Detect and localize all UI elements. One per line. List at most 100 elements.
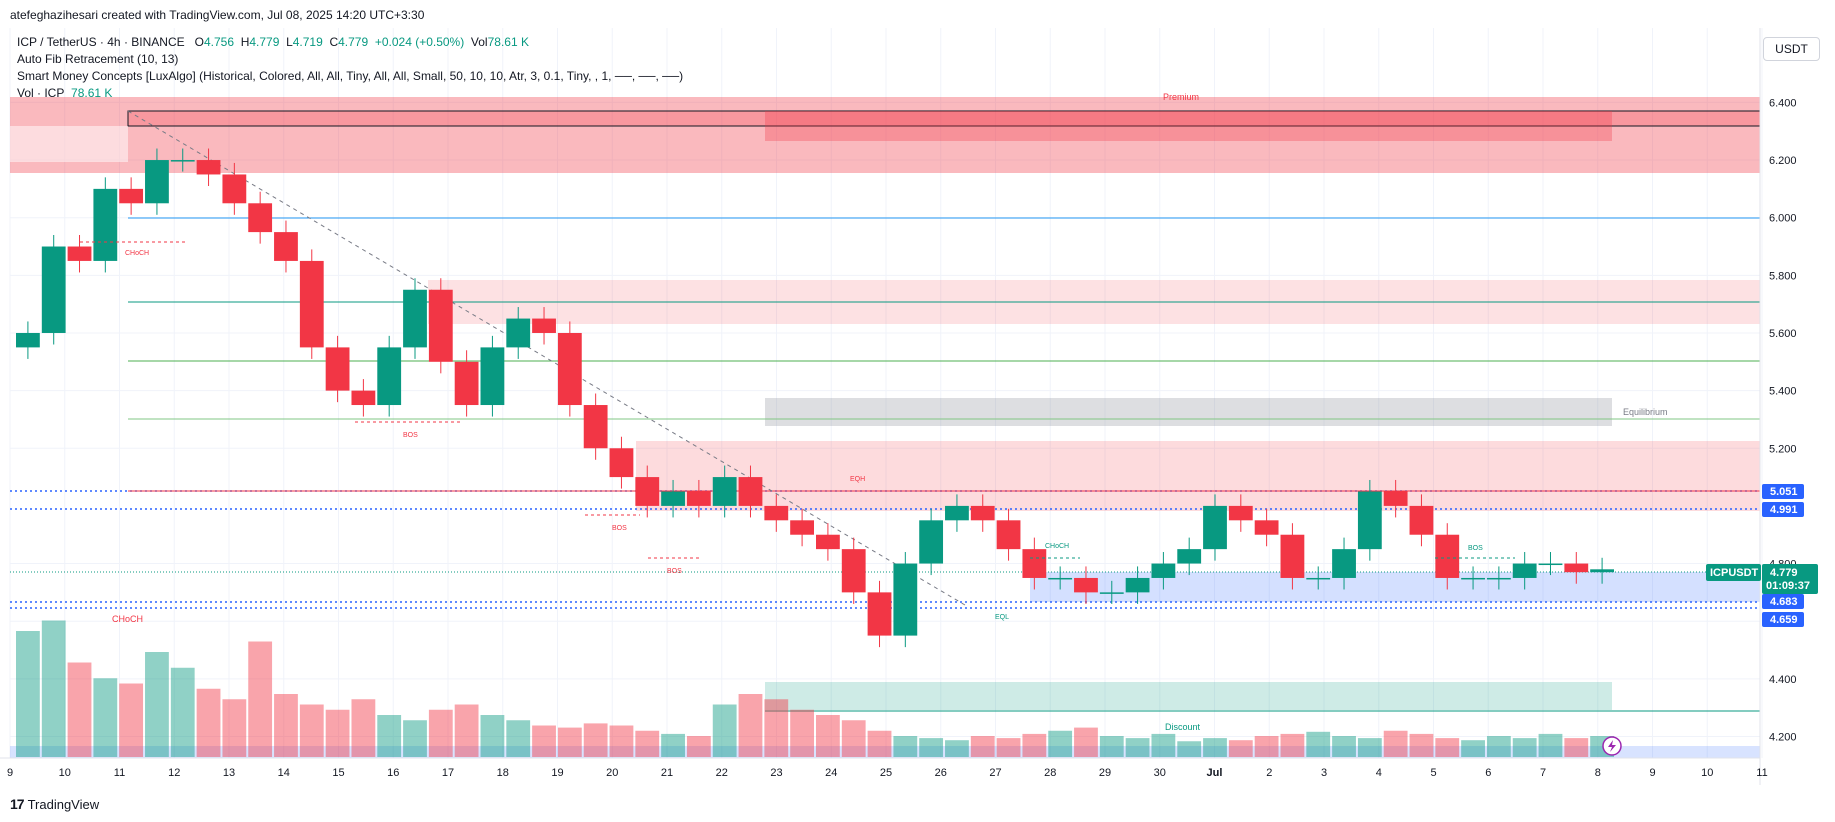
volume-bar	[1254, 736, 1279, 757]
volume-bar	[609, 725, 634, 757]
chart-credit: atefeghazihesari created with TradingVie…	[10, 8, 425, 22]
volume-bar	[119, 683, 144, 757]
price-tick-label: 6.400	[1769, 97, 1797, 109]
time-tick-label: 5	[1430, 767, 1436, 779]
candle-body	[532, 318, 556, 333]
volume-bar	[325, 709, 350, 757]
volume-bar	[222, 699, 247, 757]
change-value: +0.024 (+0.50%)	[374, 35, 465, 49]
volume-indicator-row[interactable]: Vol · ICP 78.61 K	[17, 85, 683, 102]
volume-bar	[1332, 736, 1356, 757]
candle-body	[841, 549, 866, 593]
time-tick-label: 20	[606, 767, 618, 779]
volume-bar	[1512, 738, 1537, 757]
close-label: C	[329, 35, 339, 49]
candle-body	[893, 563, 918, 636]
candle-body	[1590, 569, 1614, 573]
volume-bar	[1409, 733, 1434, 757]
svg-text:4.779: 4.779	[1770, 567, 1798, 579]
candle-body	[1280, 534, 1305, 578]
candle-body	[1254, 520, 1279, 535]
time-tick-label: 23	[770, 767, 782, 779]
time-tick-label: 14	[278, 767, 290, 779]
volume-bar	[428, 709, 453, 757]
candle-body	[1228, 505, 1253, 521]
volume-bar	[1280, 733, 1305, 757]
volume-bar	[1383, 730, 1408, 757]
candle-body	[1177, 549, 1202, 564]
candle-body	[557, 332, 582, 406]
svg-text:ICPUSDT: ICPUSDT	[1710, 567, 1759, 579]
candle-body	[996, 520, 1021, 550]
chart-legend: ICP / TetherUS · 4h · BINANCE O4.756 H4.…	[17, 34, 683, 102]
candle-body	[403, 289, 427, 348]
time-tick-label: 8	[1595, 767, 1601, 779]
candle-body	[1022, 549, 1047, 578]
candle-body	[1383, 491, 1408, 506]
volume-bar	[1357, 738, 1382, 757]
time-tick-label: 3	[1321, 767, 1327, 779]
smc-indicator-row[interactable]: Smart Money Concepts [LuxAlgo] (Historic…	[17, 69, 684, 83]
candle-body	[945, 505, 969, 521]
volume-bar	[16, 631, 40, 757]
volume-bar	[996, 738, 1021, 757]
candle-body	[428, 289, 453, 362]
candle-body	[635, 477, 660, 506]
price-axis[interactable]: 6.4006.2006.0005.8005.6005.4005.2004.800…	[1769, 97, 1797, 743]
candle-body	[970, 505, 995, 521]
candle-body	[1564, 563, 1589, 573]
time-tick-label: Jul	[1207, 767, 1223, 779]
eqh-label: EQH	[850, 476, 865, 483]
time-tick-label: 10	[1701, 767, 1713, 779]
volume-bar	[170, 667, 195, 757]
volume-bar	[41, 620, 66, 757]
time-tick-label: 11	[1756, 767, 1767, 779]
volume-bar	[1074, 727, 1098, 757]
price-tick-label: 5.800	[1769, 270, 1797, 282]
volume-bar	[945, 740, 969, 757]
candle-body	[1461, 577, 1485, 580]
volume-bar	[67, 662, 92, 757]
lightning-icon[interactable]	[1602, 736, 1622, 756]
time-axis[interactable]: 9 10 11 12 13 14 15 16 17 18 19 20 21 22 23 24 25 26 27 28 2…	[7, 767, 1768, 779]
volume-bar	[867, 730, 892, 757]
candle-body	[506, 318, 531, 348]
volume-bar	[686, 736, 711, 757]
price-tag-4659: 4.659	[1762, 612, 1804, 627]
candle-body	[454, 361, 479, 406]
symbol-title: ICP / TetherUS · 4h · BINANCE	[17, 35, 185, 49]
candle-body	[377, 347, 402, 406]
candle-body	[325, 347, 350, 391]
candle-body	[1099, 592, 1124, 594]
volume-bar	[1435, 738, 1460, 757]
volume-bar	[145, 652, 169, 757]
volume-bar	[1048, 730, 1073, 757]
candle-body	[1435, 534, 1460, 578]
volume-bar	[1022, 733, 1047, 757]
trend-line[interactable]	[127, 110, 966, 606]
price-tag-4991: 4.991	[1762, 502, 1804, 517]
symbol-row[interactable]: ICP / TetherUS · 4h · BINANCE O4.756 H4.…	[17, 34, 683, 51]
volume-bar	[274, 694, 298, 757]
currency-selector[interactable]: USDT	[1763, 37, 1820, 61]
candle-body	[712, 477, 737, 506]
fib-indicator-row[interactable]: Auto Fib Retracement (10, 13)	[17, 52, 179, 66]
candle-body	[67, 246, 92, 261]
time-tick-label: 17	[442, 767, 454, 779]
candle-body	[1074, 577, 1098, 593]
volume-bar	[506, 720, 531, 757]
volume-bar	[1538, 733, 1563, 757]
time-tick-label: 12	[168, 767, 180, 779]
tradingview-brand: TradingView	[27, 796, 100, 812]
time-tick-label: 6	[1485, 767, 1491, 779]
volume-bar	[1125, 738, 1150, 757]
volume-bar	[351, 699, 376, 757]
close-value: 4.779	[338, 35, 369, 49]
time-tick-label: 9	[7, 767, 13, 779]
price-tick-label: 6.200	[1769, 155, 1797, 167]
tradingview-logo-icon: 17	[10, 796, 25, 812]
volume-bar	[1306, 731, 1331, 757]
bos-label-4: BOS	[1468, 545, 1483, 552]
candle-body	[686, 491, 711, 506]
